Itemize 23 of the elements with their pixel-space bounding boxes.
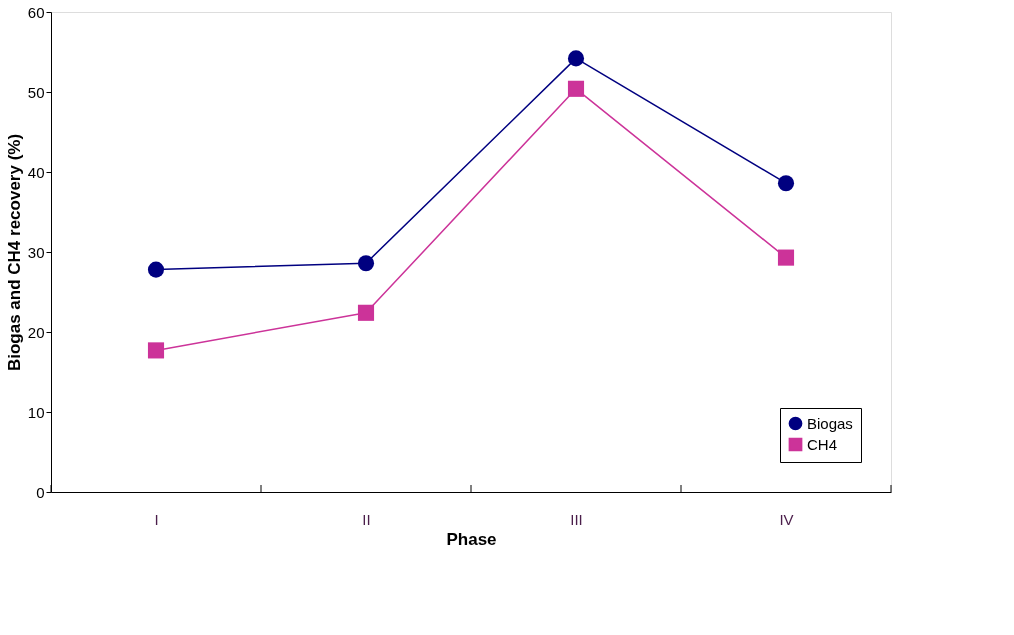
x-axis-title: Phase: [446, 529, 497, 549]
point: [567, 80, 585, 97]
y-tick-label: 20: [27, 323, 45, 341]
x-tick-label: IV: [779, 510, 794, 528]
y-tick-label: 10: [27, 403, 45, 421]
y-tick-label: 0: [36, 483, 45, 501]
point: [147, 342, 165, 359]
legend-label: CH4: [807, 435, 838, 453]
point: [567, 50, 585, 67]
point: [357, 304, 375, 321]
x-tick-label: II: [362, 510, 371, 528]
x-tick-label: I: [154, 510, 159, 528]
point: [147, 261, 165, 278]
y-tick-label: 30: [27, 243, 45, 261]
point: [777, 175, 795, 192]
y-tick-label: 40: [27, 163, 45, 181]
x-tick-label: III: [570, 510, 583, 528]
y-axis-title: Biogas and CH4 recovery (%): [4, 133, 24, 372]
y-tick-label: 50: [27, 83, 45, 101]
point: [777, 249, 795, 266]
y-tick-label: 60: [27, 3, 45, 21]
point: [357, 255, 375, 272]
legend-label: Biogas: [807, 414, 853, 432]
